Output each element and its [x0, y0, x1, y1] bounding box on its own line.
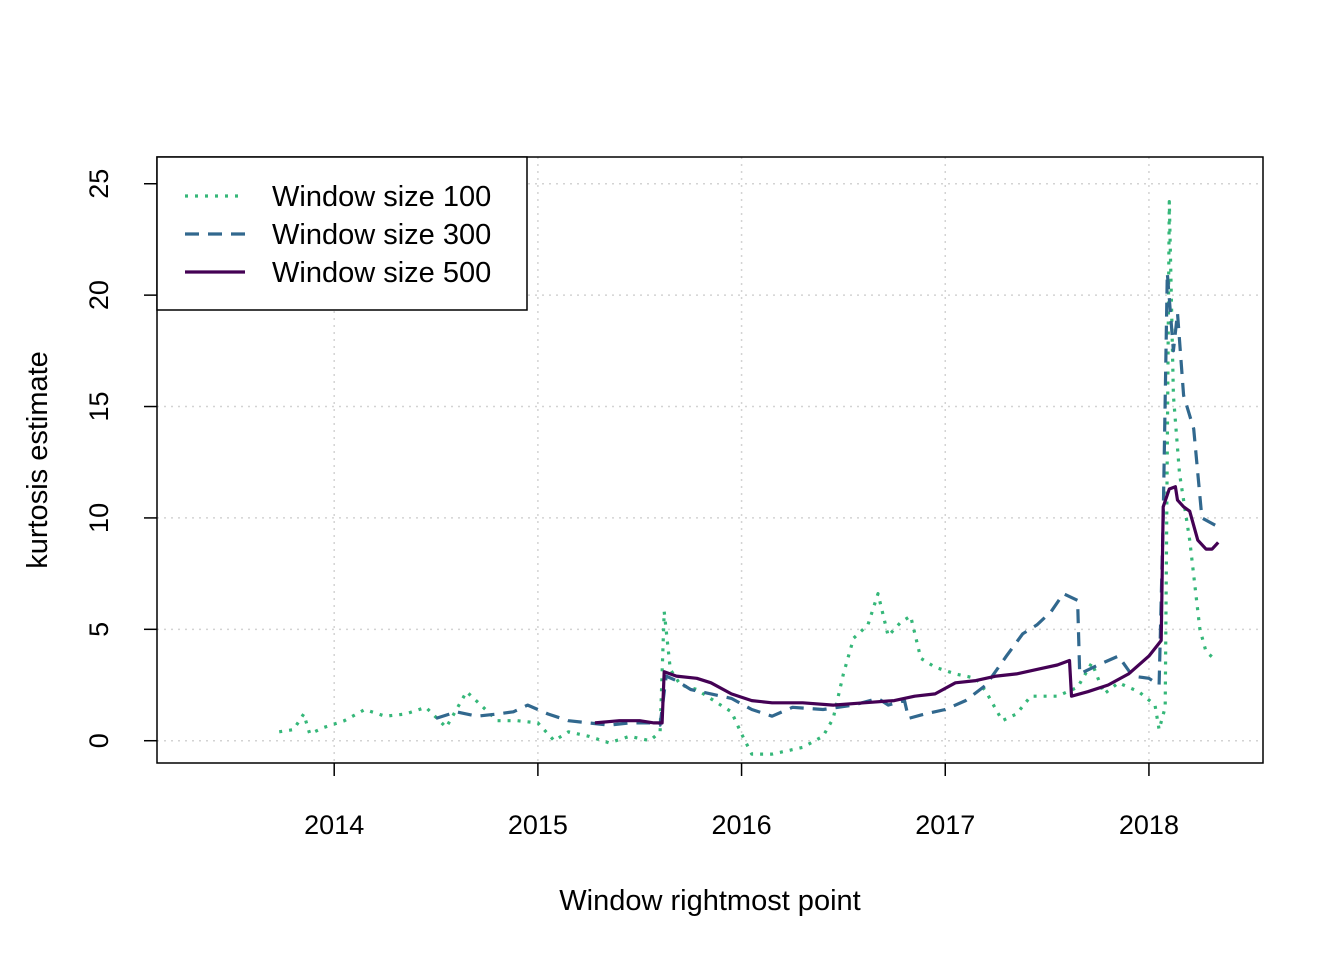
- y-axis-label: kurtosis estimate: [22, 351, 54, 569]
- legend-label-3: Window size 500: [272, 257, 491, 289]
- y-tick-label: 25: [84, 169, 114, 199]
- y-tick-label: 5: [84, 622, 114, 637]
- legend: Window size 100 Window size 300 Window siz…: [156, 156, 528, 311]
- x-tick-label: 2017: [915, 810, 975, 840]
- series-line-3: [594, 485, 1220, 725]
- y-tick-label: 20: [84, 280, 114, 310]
- y-tick-label: 15: [84, 392, 114, 422]
- legend-label-2: Window size 300: [272, 219, 491, 251]
- x-axis: 2014 2015 2016 2017 2018: [304, 763, 1179, 840]
- x-tick-label: 2018: [1119, 810, 1179, 840]
- series-line-1: [278, 200, 1218, 756]
- legend-label-1: Window size 100: [272, 181, 491, 213]
- x-tick-label: 2014: [304, 810, 364, 840]
- x-axis-label: Window rightmost point: [559, 885, 860, 917]
- plot-frame: [156, 156, 1264, 764]
- x-tick-label: 2015: [508, 810, 568, 840]
- y-axis: 0 5 10 15 20 25: [84, 169, 157, 748]
- grid-lines: [157, 157, 1263, 763]
- series-line-2: [435, 271, 1219, 727]
- series-layer: [278, 200, 1220, 756]
- x-tick-label: 2016: [712, 810, 772, 840]
- y-tick-label: 10: [84, 503, 114, 533]
- y-tick-label: 0: [84, 733, 114, 748]
